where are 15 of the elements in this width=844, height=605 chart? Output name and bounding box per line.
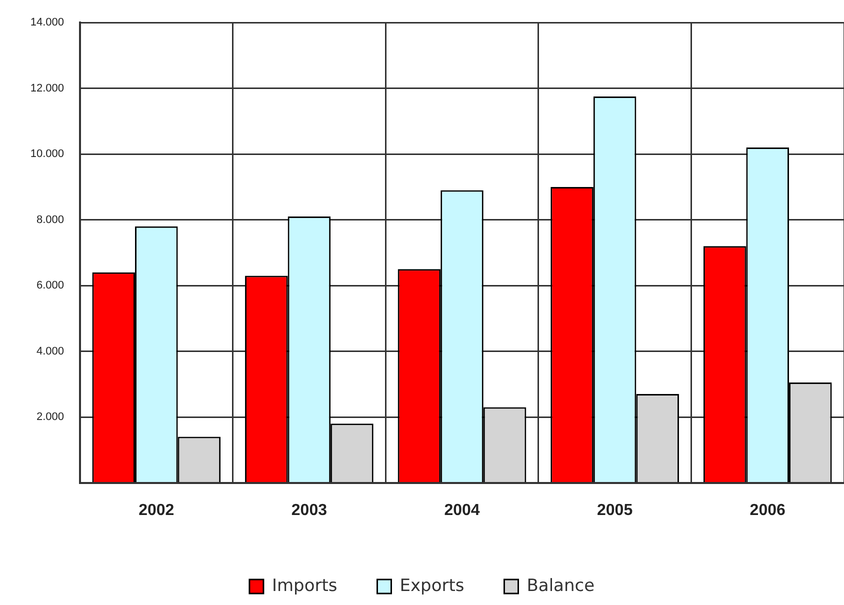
legend-label: Balance <box>526 576 595 596</box>
x-tick-label: 2006 <box>750 502 786 519</box>
legend-label: Imports <box>272 576 338 596</box>
y-tick-label: 4.000 <box>36 345 64 358</box>
y-tick-label: 14.000 <box>30 16 64 29</box>
x-tick-label: 2003 <box>291 502 328 519</box>
y-tick-label: 8.000 <box>36 214 64 226</box>
x-tick-label: 2005 <box>597 502 633 519</box>
legend-label: Exports <box>400 576 464 596</box>
y-tick-label: 6.000 <box>36 280 64 292</box>
x-tick-label: 2004 <box>444 502 480 519</box>
y-tick-label: 2.000 <box>36 411 64 424</box>
y-tick-label: 12.000 <box>30 82 64 94</box>
x-tick-label: 2002 <box>138 502 174 519</box>
y-tick-label: 10.000 <box>30 148 64 160</box>
